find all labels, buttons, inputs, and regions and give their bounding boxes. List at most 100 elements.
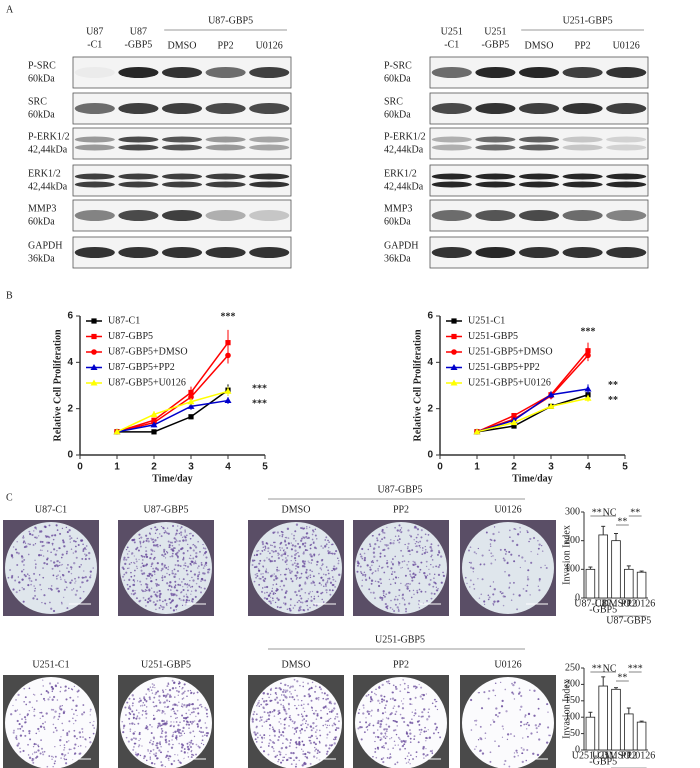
cell	[283, 705, 284, 706]
cell	[153, 715, 154, 716]
cell	[37, 728, 39, 730]
cell	[260, 704, 262, 706]
cell	[490, 562, 492, 564]
cell	[380, 552, 382, 554]
cell	[42, 679, 43, 680]
cell	[187, 690, 189, 692]
cell	[153, 570, 155, 572]
cell	[338, 560, 339, 561]
cell	[363, 707, 365, 709]
cell	[297, 714, 299, 716]
cell	[18, 581, 20, 583]
cell	[86, 545, 88, 547]
cell	[259, 705, 261, 707]
cell	[392, 698, 394, 700]
cell	[190, 594, 191, 595]
cell	[169, 574, 171, 576]
cell	[377, 722, 379, 724]
cell	[190, 586, 191, 587]
cell	[282, 534, 284, 536]
cell	[255, 719, 257, 721]
cell	[289, 691, 290, 692]
cell	[166, 699, 168, 701]
cell	[386, 730, 388, 732]
cell	[367, 729, 368, 730]
cell	[60, 564, 61, 565]
cell	[425, 740, 426, 741]
cell	[192, 561, 194, 563]
cell	[414, 561, 416, 563]
cell	[173, 710, 175, 712]
cell	[173, 609, 175, 611]
cell	[68, 688, 70, 690]
band	[118, 210, 158, 221]
cell	[300, 576, 302, 578]
cell	[375, 580, 377, 582]
cell	[277, 710, 278, 711]
cell	[138, 746, 140, 748]
cell	[272, 545, 273, 546]
cell	[386, 560, 387, 561]
cell	[410, 535, 412, 537]
cell	[170, 602, 172, 604]
cell	[188, 709, 189, 710]
cell	[34, 694, 35, 695]
cell	[184, 751, 186, 753]
cell	[412, 758, 414, 760]
cell	[283, 694, 285, 696]
cell	[488, 698, 490, 700]
cell	[371, 715, 373, 717]
cell	[515, 750, 517, 752]
cell	[18, 576, 19, 577]
cell	[441, 582, 443, 584]
cell	[34, 526, 36, 528]
band	[563, 247, 603, 258]
cell	[473, 584, 475, 586]
cell	[284, 684, 286, 686]
cell	[387, 718, 389, 720]
cell	[328, 747, 330, 749]
cell	[146, 556, 148, 558]
cell	[269, 735, 270, 736]
cell	[143, 597, 145, 599]
cell	[174, 754, 175, 755]
cell	[294, 705, 295, 706]
cell	[152, 683, 154, 685]
significance: NC	[603, 663, 617, 674]
cell	[166, 532, 167, 533]
cell	[387, 748, 389, 750]
x-tick-label: 3	[188, 462, 194, 473]
cell	[150, 758, 152, 760]
cell	[421, 694, 422, 695]
cell	[263, 579, 265, 581]
cell	[503, 728, 504, 729]
cell	[138, 740, 139, 741]
cell	[276, 590, 278, 592]
cell	[180, 528, 182, 530]
cell	[21, 718, 23, 720]
cell	[268, 718, 270, 720]
cell	[73, 713, 74, 714]
cell	[12, 705, 13, 706]
cell	[356, 571, 358, 573]
cell	[190, 555, 191, 556]
cell	[309, 736, 311, 738]
cell	[479, 750, 480, 751]
band	[75, 67, 115, 78]
cell	[332, 725, 334, 727]
cell	[527, 722, 529, 724]
blot-label: P-ERK1/2	[384, 131, 426, 142]
cell	[266, 557, 267, 558]
cell	[25, 543, 26, 544]
cell	[337, 557, 339, 559]
cell	[538, 738, 540, 740]
cell	[33, 758, 35, 760]
cell	[66, 732, 68, 734]
cell	[75, 705, 77, 707]
cell	[386, 544, 388, 546]
cell	[34, 560, 35, 561]
cell	[502, 725, 504, 727]
cell	[154, 687, 155, 688]
cell	[148, 750, 149, 751]
cell	[71, 573, 72, 574]
